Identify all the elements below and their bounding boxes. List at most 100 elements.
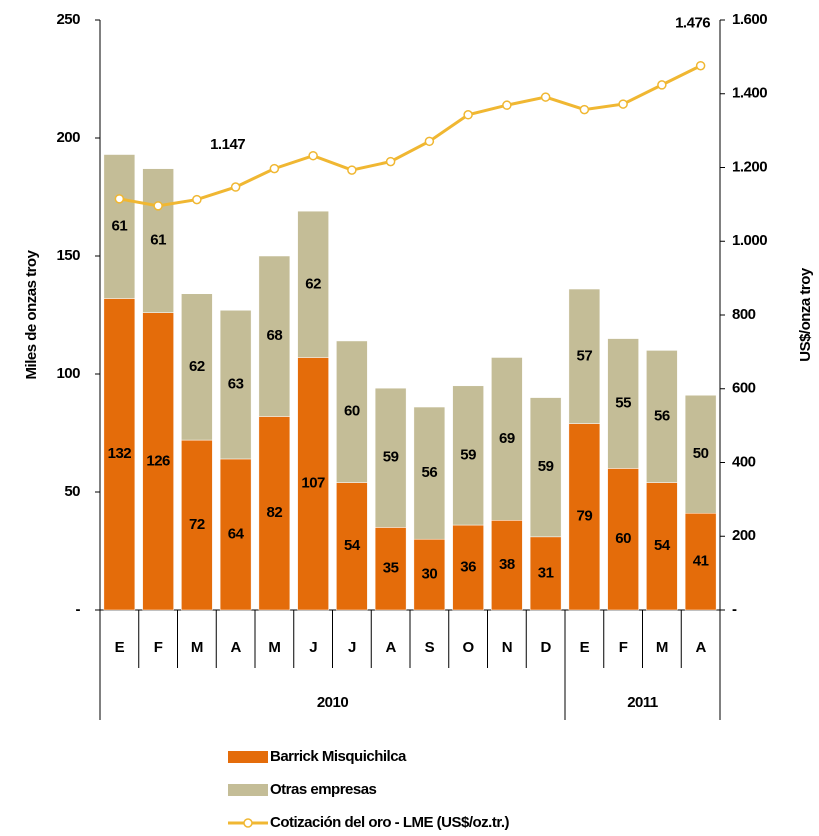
line-marker [579, 104, 590, 115]
y-tick-label: 100 [56, 365, 80, 382]
bar-segment [258, 255, 291, 417]
bar-segment [491, 357, 523, 521]
data-label: 69 [499, 430, 515, 447]
line-marker [269, 163, 280, 174]
bar-segment [219, 310, 252, 460]
data-label: 50 [693, 445, 709, 462]
line-marker [540, 92, 551, 102]
bar-segment [297, 210, 329, 358]
x-tick-label: F [619, 639, 628, 656]
y-tick-label: 50 [64, 483, 80, 500]
data-label: 31 [538, 564, 554, 581]
bar-segment [646, 482, 678, 611]
bar-segment [452, 385, 484, 526]
data-label: 60 [615, 530, 631, 547]
bar-segment [413, 406, 446, 540]
x-tick-label: N [502, 639, 512, 656]
bar-segment [568, 288, 601, 424]
x-tick-label: J [348, 639, 356, 656]
x-tick-label: O [463, 639, 475, 656]
bar-segment [684, 394, 717, 514]
data-label: 1.476 [675, 15, 710, 32]
x-tick-label: F [154, 639, 163, 656]
bar-segment [568, 423, 601, 611]
data-label: 63 [228, 376, 244, 393]
bar-segment [413, 538, 446, 611]
y-tick-label: 250 [56, 11, 80, 28]
y2-tick-label: 1.400 [732, 85, 767, 102]
x-tick-label: A [230, 639, 241, 656]
bar-segment [684, 512, 717, 611]
bar-segment [452, 524, 484, 611]
y2-tick-label: 200 [732, 527, 756, 544]
y2-tick-label: 800 [732, 306, 756, 323]
bar-segment [181, 293, 213, 441]
data-label: 62 [189, 358, 205, 375]
line-marker [153, 201, 163, 211]
data-label: 54 [344, 537, 361, 554]
data-label: 56 [654, 407, 670, 424]
y-tick-label: - [76, 601, 81, 618]
bar-segment [529, 397, 562, 538]
line-marker [192, 194, 202, 205]
data-label: 59 [383, 449, 399, 466]
x-tick-label: A [385, 639, 396, 656]
bar-segment [491, 520, 523, 611]
data-label: 1.147 [210, 136, 245, 153]
data-label: 79 [577, 508, 593, 525]
bar-segment [103, 154, 136, 299]
x-tick-label: A [695, 639, 706, 656]
bar-segment [297, 357, 329, 611]
x-tick-label: M [268, 639, 280, 656]
data-label: 132 [108, 445, 132, 462]
line-marker [230, 182, 241, 192]
data-label: 61 [112, 217, 128, 234]
y2-tick-label: 600 [732, 380, 756, 397]
line [119, 64, 702, 208]
y-axis-label: Miles de onzas troy [23, 249, 40, 379]
data-label: 61 [150, 232, 166, 249]
data-label: 35 [383, 560, 399, 577]
bar-segment [529, 536, 562, 611]
bar-segment [374, 527, 407, 611]
line-marker [695, 60, 706, 71]
bar-segment [142, 168, 174, 313]
y2-axis-label: US$/onza troy [797, 267, 814, 362]
data-label: 60 [344, 403, 360, 420]
y-tick-label: 200 [56, 129, 80, 146]
legend-label: Cotización del oro - LME (US$/oz.tr.) [270, 814, 510, 831]
legend-swatch [243, 818, 253, 828]
line-marker [502, 100, 512, 110]
data-label: 107 [301, 475, 325, 492]
data-label: 59 [538, 458, 554, 475]
data-label: 56 [422, 464, 438, 481]
data-label: 64 [228, 525, 245, 542]
bar-segment [646, 350, 678, 483]
bar-segment [219, 458, 252, 611]
data-label: 72 [189, 516, 205, 533]
x-tick-label: J [309, 639, 317, 656]
x-tick-label: D [540, 639, 551, 656]
y2-tick-label: 1.200 [732, 158, 767, 175]
y2-tick-label: 400 [732, 453, 756, 470]
legend-swatch [228, 784, 268, 796]
bar-segment [103, 298, 136, 611]
y-tick-label: 150 [56, 247, 80, 264]
bar-segment [336, 482, 368, 611]
data-label: 68 [267, 327, 283, 344]
x-tick-label: M [191, 639, 203, 656]
data-label: 55 [615, 394, 631, 411]
x-tick-label: S [425, 639, 435, 656]
line-marker [618, 99, 628, 109]
data-label: 30 [422, 566, 438, 583]
y2-tick-label: 1.600 [732, 11, 767, 28]
group-label: 2010 [317, 694, 349, 711]
x-tick-label: E [580, 639, 590, 656]
bar-segment [607, 468, 639, 611]
bar-segment [607, 338, 639, 469]
x-tick-label: E [115, 639, 125, 656]
y2-tick-label: 1.000 [732, 232, 767, 249]
legend-swatch [228, 751, 268, 763]
line-marker [308, 150, 318, 161]
